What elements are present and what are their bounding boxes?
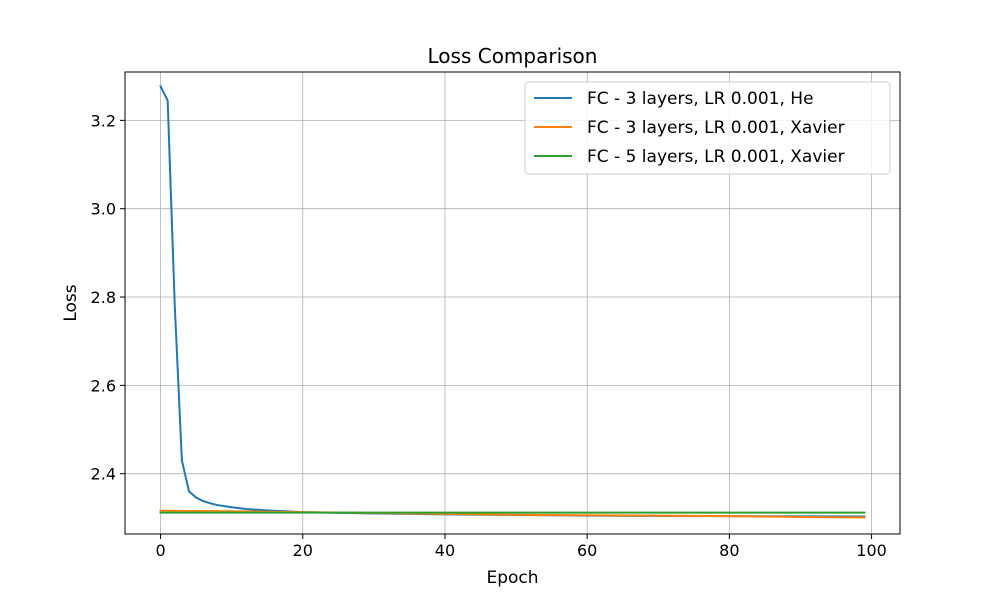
legend-label-2: FC - 3 layers, LR 0.001, Xavier — [587, 118, 845, 138]
y-tick-label: 2.6 — [91, 376, 116, 395]
series-lines — [159, 85, 866, 519]
x-tick-label: 100 — [856, 541, 887, 560]
chart-title: Loss Comparison — [428, 44, 598, 68]
x-tick-label: 60 — [577, 541, 597, 560]
x-tick-label: 20 — [293, 541, 313, 560]
x-tick-label: 40 — [435, 541, 455, 560]
y-tick-label: 2.4 — [91, 465, 116, 484]
y-tick-label: 2.8 — [91, 288, 116, 307]
y-tick-label: 3.2 — [91, 111, 116, 130]
axis-ticks: 0 20 40 60 80 100 2.4 2.6 2.8 3.0 3.2 — [91, 111, 887, 560]
y-tick-label: 3.0 — [91, 200, 116, 219]
x-tick-label: 80 — [719, 541, 739, 560]
y-axis-label: Loss — [61, 284, 81, 321]
plot-frame — [124, 71, 901, 535]
legend-label-1: FC - 3 layers, LR 0.001, He — [587, 89, 814, 109]
x-tick-label: 0 — [155, 541, 165, 560]
legend-label-3: FC - 5 layers, LR 0.001, Xavier — [587, 147, 845, 167]
legend-box — [524, 81, 891, 175]
x-axis-label: Epoch — [486, 568, 538, 588]
legend: FC - 3 layers, LR 0.001, He FC - 3 layers… — [524, 81, 891, 175]
